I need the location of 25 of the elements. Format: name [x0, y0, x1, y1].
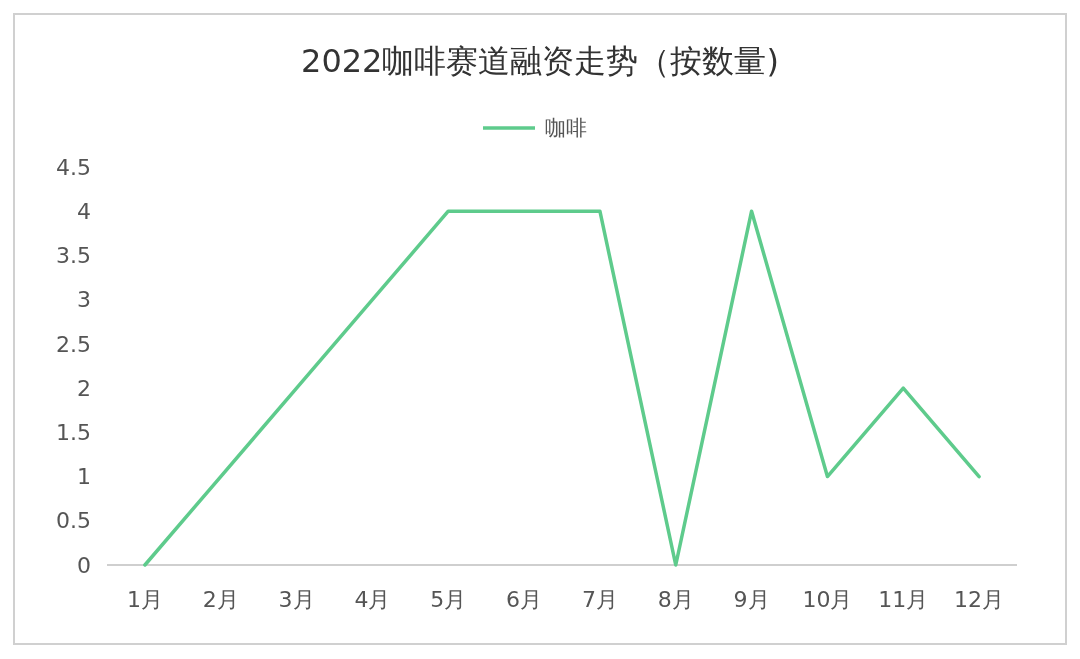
- y-tick-label: 0: [77, 552, 91, 578]
- y-tick-label: 4.5: [56, 154, 91, 180]
- y-tick-label: 2.5: [56, 331, 91, 357]
- x-tick-label: 2月: [202, 587, 239, 612]
- x-tick-label: 7月: [581, 587, 618, 612]
- y-tick-label: 3: [77, 287, 91, 313]
- chart-title: 2022咖啡赛道融资走势（按数量): [301, 42, 779, 80]
- y-tick-label: 1.5: [56, 420, 91, 446]
- x-tick-label: 12月: [954, 587, 1005, 612]
- y-tick-label: 4: [77, 198, 91, 224]
- x-tick-label: 10月: [802, 587, 853, 612]
- y-tick-label: 3.5: [56, 243, 91, 269]
- y-tick-label: 1: [77, 464, 91, 490]
- x-tick-label: 6月: [506, 587, 543, 612]
- x-tick-label: 8月: [657, 587, 694, 612]
- x-tick-label: 1月: [126, 587, 163, 612]
- x-tick-label: 5月: [430, 587, 467, 612]
- legend-label: 咖啡: [545, 116, 587, 141]
- x-tick-label: 11月: [878, 587, 929, 612]
- x-tick-label: 4月: [354, 587, 391, 612]
- y-tick-label: 2: [77, 375, 91, 401]
- y-tick-label: 0.5: [56, 508, 91, 534]
- x-tick-label: 9月: [733, 587, 770, 612]
- line-series: [143, 209, 981, 567]
- x-tick-label: 3月: [278, 587, 315, 612]
